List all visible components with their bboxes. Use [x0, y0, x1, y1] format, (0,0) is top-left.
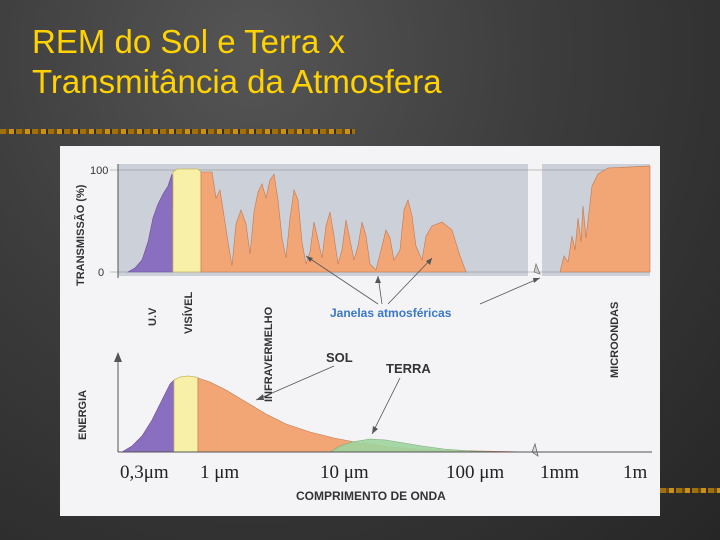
- x-tick-10um: 10 μm: [320, 462, 369, 483]
- sun-uv-energy: [120, 379, 175, 453]
- energy-axis-arrow: [114, 352, 122, 362]
- x-tick-1m: 1m: [623, 462, 648, 483]
- slide-title: REM do Sol e Terra x Transmitância da At…: [32, 22, 442, 102]
- earth-arrowhead: [372, 426, 378, 434]
- transmission-axis-title: TRANSMISSÃO (%): [74, 184, 87, 286]
- atmospheric-windows-arrowheads: [306, 256, 540, 283]
- decorative-divider: [0, 129, 355, 134]
- band-label-visible: VISÍVEL: [182, 292, 195, 334]
- decorative-divider-right: [660, 488, 720, 493]
- transmission-tick-100: 100: [90, 165, 108, 177]
- spectrum-diagram-svg: TRANSMISSÃO (%) 100 0 U.V VISÍVEL INFRAV…: [74, 164, 652, 503]
- visible-transmission: [172, 168, 202, 273]
- transmission-dip: [533, 262, 541, 275]
- microwave-transmission: [559, 165, 651, 273]
- atmospheric-windows-label: Janelas atmosféricas: [330, 306, 452, 320]
- x-tick-1mm: 1mm: [540, 462, 579, 483]
- x-tick-100um: 100 μm: [446, 462, 504, 483]
- wavelength-axis-title: COMPRIMENTO DE ONDA: [296, 489, 446, 503]
- band-label-uv: U.V: [147, 307, 159, 326]
- energy-axis-title: ENERGIA: [77, 390, 89, 440]
- slide-title-line-2: Transmitância da Atmosfera: [32, 63, 442, 100]
- earth-arrow: [371, 377, 401, 435]
- spectrum-diagram: TRANSMISSÃO (%) 100 0 U.V VISÍVEL INFRAV…: [60, 146, 660, 516]
- earth-energy: [328, 438, 501, 453]
- x-tick-0-3um: 0,3μm: [120, 462, 169, 483]
- sun-arrowhead: [256, 394, 264, 400]
- band-label-microwave: MICROONDAS: [609, 302, 621, 378]
- infrared-transmission: [200, 171, 467, 273]
- sun-arrow: [255, 365, 335, 401]
- transmission-tick-0: 0: [98, 267, 104, 279]
- slide-title-line-1: REM do Sol e Terra x: [32, 23, 346, 60]
- energy-dip: [531, 442, 539, 457]
- sun-visible-energy: [173, 375, 199, 453]
- sun-label: SOL: [326, 350, 353, 365]
- earth-label: TERRA: [386, 361, 431, 376]
- band-label-infrared: INFRAVERMELHO: [263, 306, 275, 402]
- x-tick-1um: 1 μm: [200, 462, 239, 483]
